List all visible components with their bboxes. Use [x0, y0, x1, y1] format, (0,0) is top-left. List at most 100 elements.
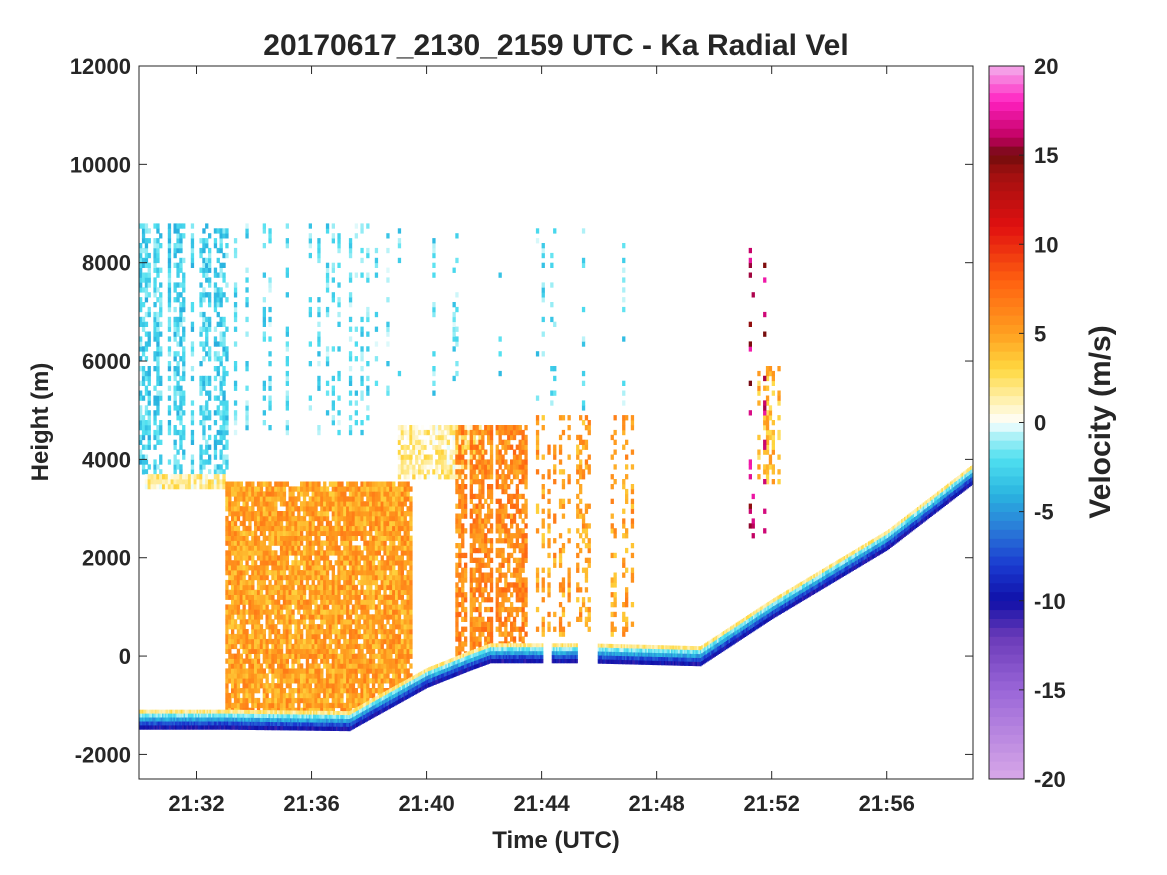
heatmap-cell	[144, 444, 149, 450]
heatmap-cell	[225, 501, 229, 507]
heatmap-cell	[446, 425, 450, 431]
heatmap-cell	[265, 545, 269, 551]
heatmap-cell	[415, 439, 419, 445]
heatmap-cell	[159, 302, 163, 308]
heatmap-cell	[317, 535, 321, 541]
heatmap-cell	[311, 545, 315, 551]
heatmap-cell	[179, 321, 183, 327]
heatmap-cell	[346, 648, 350, 654]
heatmap-cell	[392, 486, 396, 492]
heatmap-cell	[297, 486, 301, 492]
heatmap-cell	[348, 540, 353, 546]
heatmap-cell	[233, 306, 238, 313]
heatmap-cell	[377, 491, 381, 497]
heatmap-cell	[308, 486, 312, 492]
heatmap-cell	[265, 565, 269, 571]
heatmap-cell	[259, 540, 264, 546]
heatmap-cell	[144, 479, 149, 485]
heatmap-cell	[380, 506, 384, 512]
heatmap-cell	[179, 385, 183, 391]
heatmap-cell	[441, 449, 445, 455]
heatmap-cell	[521, 518, 525, 524]
heatmap-cell	[173, 400, 177, 406]
heatmap-cell	[294, 560, 298, 566]
heatmap-cell	[139, 306, 143, 313]
heatmap-cell	[256, 515, 261, 522]
heatmap-cell	[369, 570, 373, 576]
heatmap-cell	[504, 439, 508, 445]
heatmap-cell	[279, 584, 284, 591]
heatmap-cell	[331, 653, 335, 659]
heatmap-cell	[515, 577, 519, 583]
heatmap-cell	[308, 361, 312, 367]
heatmap-cell	[219, 429, 223, 436]
heatmap-cell	[334, 496, 338, 502]
heatmap-cell	[173, 385, 177, 391]
heatmap-cell	[314, 629, 318, 635]
heatmap-cell	[179, 429, 183, 436]
heatmap-cell	[308, 707, 312, 713]
heatmap-cell	[487, 621, 491, 627]
heatmap-cell	[337, 515, 341, 522]
heatmap-cell	[472, 592, 476, 598]
heatmap-cell	[288, 550, 292, 556]
heatmap-cell	[317, 545, 321, 551]
heatmap-cell	[268, 361, 272, 367]
heatmap-cell	[406, 439, 410, 445]
heatmap-cell	[282, 624, 287, 630]
heatmap-cell	[397, 609, 402, 615]
heatmap-cell	[213, 228, 218, 234]
heatmap-cell	[495, 582, 499, 588]
heatmap-cell	[403, 449, 407, 455]
heatmap-cell	[219, 272, 223, 278]
heatmap-cell	[458, 543, 462, 549]
heatmap-cell	[455, 552, 459, 559]
heatmap-cell	[498, 454, 502, 460]
heatmap-cell	[245, 638, 249, 645]
heatmap-cell	[205, 292, 209, 298]
heatmap-cell	[300, 653, 304, 659]
heatmap-cell	[400, 599, 404, 605]
heatmap-cell	[325, 624, 330, 630]
heatmap-cell	[389, 624, 393, 630]
heatmap-cell	[216, 439, 220, 445]
heatmap-cell	[317, 311, 321, 318]
heatmap-cell	[354, 604, 358, 610]
heatmap-cell	[256, 599, 261, 605]
heatmap-cell	[268, 238, 272, 244]
heatmap-cell	[248, 540, 252, 546]
heatmap-cell	[452, 336, 456, 342]
heatmap-cell	[302, 589, 307, 595]
heatmap-cell	[351, 668, 356, 674]
heatmap-cell	[360, 678, 364, 684]
heatmap-cell	[219, 469, 223, 475]
heatmap-cell	[167, 287, 172, 293]
heatmap-cell	[308, 692, 312, 699]
heatmap-cell	[294, 589, 298, 595]
heatmap-cell	[331, 238, 335, 244]
heatmap-cell	[334, 545, 338, 551]
heatmap-cell	[478, 518, 482, 524]
heatmap-cell	[236, 570, 241, 576]
heatmap-cell	[374, 380, 379, 386]
heatmap-cell	[354, 624, 358, 630]
heatmap-cell	[521, 547, 525, 554]
heatmap-cell	[199, 479, 203, 485]
heatmap-cell	[277, 565, 281, 571]
heatmap-cell	[144, 425, 149, 431]
heatmap-cell	[561, 587, 566, 593]
heatmap-cell	[328, 619, 333, 625]
heatmap-cell	[360, 272, 364, 278]
heatmap-cell	[351, 501, 356, 507]
heatmap-cell	[346, 599, 350, 605]
heatmap-cell	[242, 673, 246, 679]
heatmap-cell	[558, 602, 563, 608]
heatmap-cell	[193, 484, 197, 490]
heatmap-cell	[317, 491, 321, 497]
heatmap-cell	[308, 599, 312, 605]
heatmap-cell	[481, 621, 485, 627]
heatmap-cell	[236, 692, 241, 699]
heatmap-cell	[498, 429, 502, 436]
heatmap-cell	[478, 454, 482, 460]
heatmap-cell	[259, 668, 264, 674]
